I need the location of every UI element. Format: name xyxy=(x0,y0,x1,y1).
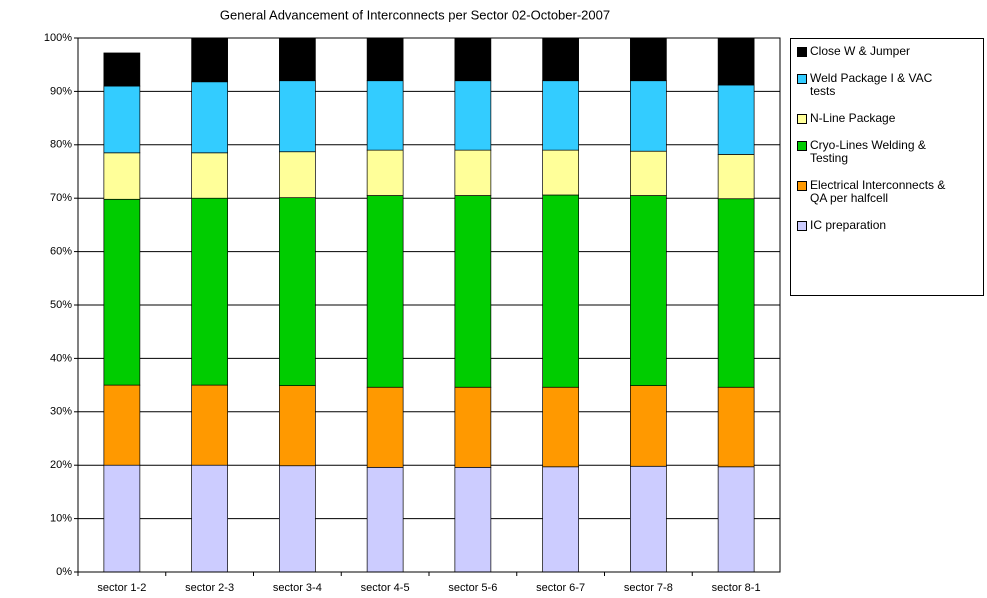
bar-segment xyxy=(103,384,141,466)
legend-label: Cryo-Lines Welding & Testing xyxy=(810,138,926,165)
legend-item: Close W & Jumper xyxy=(797,45,983,58)
bar-segment xyxy=(366,386,404,468)
bar-segment xyxy=(279,465,316,573)
x-tick-label: sector 2-3 xyxy=(185,582,234,594)
legend-swatch xyxy=(797,221,807,231)
bar-segment xyxy=(717,386,755,468)
legend: Close W & Jumper Weld Package I & VAC tes… xyxy=(790,38,984,296)
bar-segment xyxy=(103,85,141,154)
x-tick-label: sector 3-4 xyxy=(273,582,322,594)
x-tick-label: sector 8-1 xyxy=(712,582,761,594)
bar-segment xyxy=(630,37,667,82)
legend-swatch xyxy=(797,74,807,84)
x-tick-label: sector 5-6 xyxy=(448,582,497,594)
bar-segment xyxy=(366,37,404,82)
bar-segment xyxy=(366,80,404,151)
bar-segment xyxy=(279,151,316,199)
y-tick-label: 0% xyxy=(56,566,72,578)
y-tick-label: 40% xyxy=(50,352,72,364)
bar-segment xyxy=(630,195,667,386)
y-tick-label: 30% xyxy=(50,406,72,418)
bar-segment xyxy=(366,195,404,388)
bar-segment xyxy=(542,194,579,388)
bar-segment xyxy=(630,150,667,196)
bar-segment xyxy=(191,37,228,83)
x-tick-label: sector 7-8 xyxy=(624,582,673,594)
bar-segment xyxy=(366,466,404,573)
bar-segment xyxy=(103,52,141,87)
bar-segment xyxy=(279,197,316,386)
bar-segment xyxy=(454,80,492,151)
legend-label: Weld Package I & VAC tests xyxy=(810,71,933,98)
bar-segment xyxy=(454,37,492,82)
legend-item: N-Line Package xyxy=(797,112,983,125)
bar-segment xyxy=(279,37,316,82)
bar-segment xyxy=(191,197,228,386)
bar-segment xyxy=(191,384,228,466)
bar-segment xyxy=(717,154,755,200)
legend-label: IC preparation xyxy=(810,218,887,232)
chart-title: General Advancement of Interconnects per… xyxy=(220,7,610,22)
bar-segment xyxy=(366,149,404,196)
y-tick-label: 70% xyxy=(50,192,72,204)
y-tick-label: 100% xyxy=(44,32,72,44)
plot-border xyxy=(77,37,781,573)
legend-item: Weld Package I & VAC tests xyxy=(797,72,983,98)
bar-segment xyxy=(630,80,667,152)
bar-segment xyxy=(103,152,141,200)
bar-segment xyxy=(717,84,755,155)
bar-segment xyxy=(454,386,492,468)
bar-segment xyxy=(542,80,579,151)
y-tick-label: 90% xyxy=(50,85,72,97)
bar-segment xyxy=(630,385,667,467)
y-tick-label: 80% xyxy=(50,139,72,151)
legend-swatch xyxy=(797,181,807,191)
legend-swatch xyxy=(797,47,807,57)
bar-segment xyxy=(279,385,316,467)
bar-segment xyxy=(454,466,492,573)
bar-segment xyxy=(542,149,579,196)
legend-swatch xyxy=(797,141,807,151)
legend-label: N-Line Package xyxy=(810,111,896,125)
bar-segment xyxy=(542,466,579,573)
y-tick-label: 10% xyxy=(50,513,72,525)
y-tick-label: 50% xyxy=(50,299,72,311)
x-tick-label: sector 1-2 xyxy=(97,582,146,594)
bar-segment xyxy=(191,464,228,573)
legend-item: Cryo-Lines Welding & Testing xyxy=(797,139,983,165)
legend-label: Electrical Interconnects & QA per halfce… xyxy=(810,178,946,205)
x-tick-label: sector 4-5 xyxy=(361,582,410,594)
x-tick-label: sector 6-7 xyxy=(536,582,585,594)
bar-segment xyxy=(717,37,755,86)
y-tick-label: 20% xyxy=(50,459,72,471)
legend-item: Electrical Interconnects & QA per halfce… xyxy=(797,179,983,205)
bar-segment xyxy=(191,152,228,199)
bar-segment xyxy=(454,195,492,388)
bar-segment xyxy=(717,466,755,573)
bar-segment xyxy=(279,80,316,153)
legend-swatch xyxy=(797,114,807,124)
y-tick-label: 60% xyxy=(50,246,72,258)
bar-segment xyxy=(191,81,228,154)
bar-segment xyxy=(717,198,755,388)
bar-segment xyxy=(542,37,579,82)
bar-segment xyxy=(630,465,667,573)
bar-segment xyxy=(542,386,579,468)
bar-segment xyxy=(103,464,141,573)
legend-item: IC preparation xyxy=(797,219,983,232)
bar-segment xyxy=(103,198,141,386)
legend-label: Close W & Jumper xyxy=(810,44,911,58)
bar-segment xyxy=(454,149,492,196)
